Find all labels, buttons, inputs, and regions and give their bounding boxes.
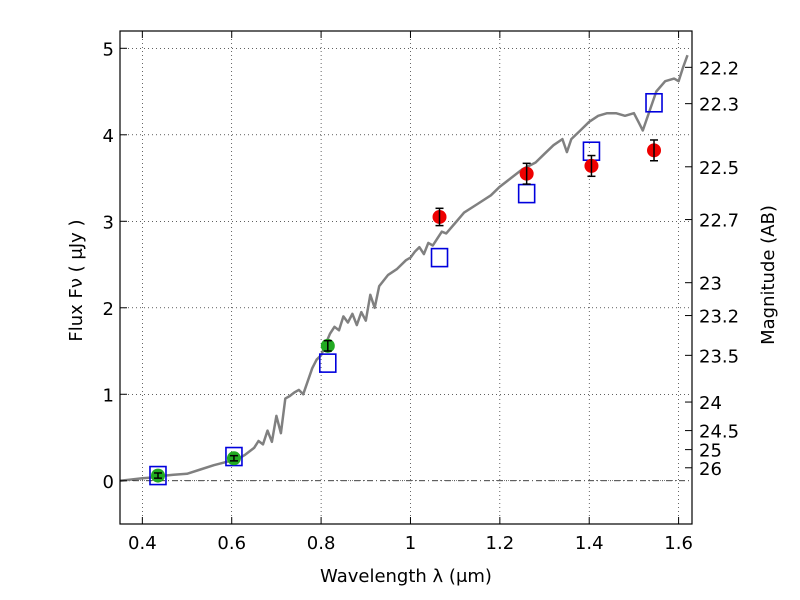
model-photometry-square xyxy=(517,183,536,204)
x-tick-label: 0.8 xyxy=(307,533,336,554)
spectrum-line xyxy=(119,54,689,483)
magnitude-tick-label: 26 xyxy=(699,459,722,480)
x-tick-label: 1.2 xyxy=(486,533,515,554)
x-tick-label: 1.4 xyxy=(575,533,604,554)
magnitude-tick-label: 23 xyxy=(699,274,722,295)
magnitude-tick-label: 22.3 xyxy=(699,95,739,116)
magnitude-tick-label: 23.5 xyxy=(699,346,739,367)
model-photometry-square xyxy=(225,446,243,467)
magnitude-tick-label: 22.2 xyxy=(699,58,739,79)
magnitude-tick-label: 22.5 xyxy=(699,158,739,179)
model-photometry-square xyxy=(149,465,167,486)
y-tick-label: 5 xyxy=(103,39,114,60)
plot-series xyxy=(119,54,689,486)
y-tick-label: 0 xyxy=(103,472,114,493)
y-tick-label: 2 xyxy=(103,299,114,320)
x-axis-title: Wavelength λ (μm) xyxy=(320,566,492,587)
magnitude-tick-label: 23.2 xyxy=(699,307,739,328)
y-axis-title: Flux Fν ( μJy ) xyxy=(66,219,87,341)
model-photometry-square xyxy=(645,92,663,113)
model-photometry-square xyxy=(430,247,449,268)
plot-frame xyxy=(119,30,693,525)
x-tick-label: 0.4 xyxy=(128,533,157,554)
x-axis-ticks: 0.4 0.6 0.8 1 1.2 1.4 1.6 xyxy=(128,31,693,554)
y-tick-label: 4 xyxy=(103,126,114,147)
magnitude-tick-label: 22.7 xyxy=(699,211,739,232)
magnitude-tick-label: 24 xyxy=(699,393,722,414)
magnitude-axis-title: Magnitude (AB) xyxy=(758,205,779,345)
y-axis-ticks: 0 1 2 3 4 5 xyxy=(103,39,127,493)
magnitude-tick-label: 24.5 xyxy=(699,422,739,443)
y-tick-label: 3 xyxy=(103,212,114,233)
y-tick-label: 1 xyxy=(103,385,114,406)
x-tick-label: 0.6 xyxy=(217,533,246,554)
x-tick-label: 1.6 xyxy=(664,533,693,554)
grid-lines xyxy=(120,31,692,524)
x-tick-label: 1 xyxy=(405,533,416,554)
model-photometry-square xyxy=(318,353,337,373)
magnitude-tick-label: 25 xyxy=(699,441,722,462)
